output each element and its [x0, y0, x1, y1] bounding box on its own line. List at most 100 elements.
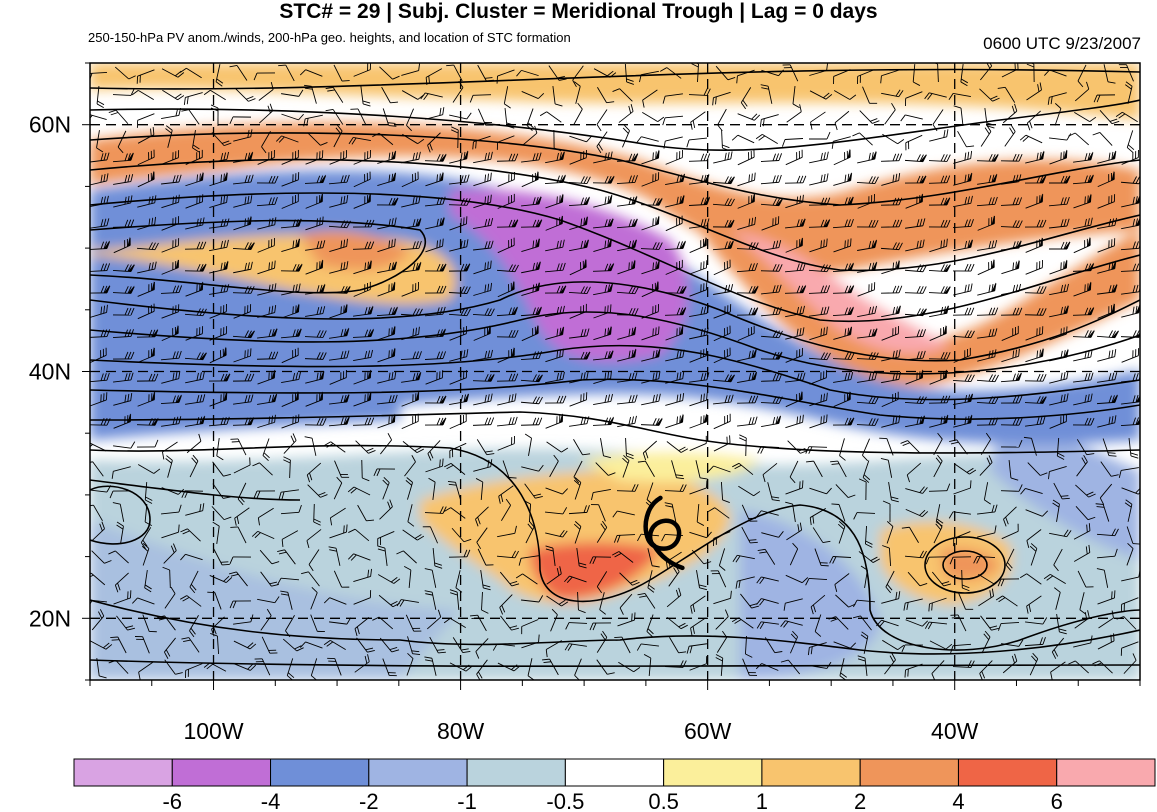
wind-barb — [473, 151, 493, 164]
wind-barb — [619, 572, 640, 586]
wind-barb — [1126, 542, 1134, 566]
wind-barb — [907, 571, 928, 587]
wind-barb — [550, 608, 558, 632]
wind-barb — [596, 109, 608, 132]
wind-barb — [1001, 174, 1022, 185]
wind-barb — [833, 325, 853, 340]
wind-barb — [1097, 194, 1116, 209]
wind-barb — [161, 194, 180, 209]
wind-barb — [382, 108, 397, 127]
wind-barb — [232, 329, 255, 339]
lat-tick-label: 40N — [29, 359, 71, 385]
wind-barb — [553, 129, 562, 152]
wind-barb — [216, 438, 224, 461]
wind-barb — [1024, 373, 1047, 382]
wind-barb — [862, 86, 878, 104]
wind-barb — [737, 216, 757, 230]
wind-barb — [641, 280, 659, 298]
wind-barb — [451, 527, 472, 543]
wind-barb — [162, 89, 185, 101]
wind-barb — [831, 136, 851, 149]
wind-barb — [233, 304, 252, 319]
wind-barb — [853, 599, 876, 608]
wind-barb — [402, 133, 425, 145]
wind-barb — [180, 553, 203, 561]
wind-barb — [443, 507, 466, 519]
wind-barb — [353, 349, 374, 362]
longitude-axis: 100W 80W 60W 40W — [183, 718, 978, 744]
wind-barb — [164, 659, 183, 675]
wind-barb — [475, 478, 484, 501]
wind-barb — [113, 590, 132, 605]
wind-barb — [137, 464, 161, 474]
wind-barb — [1073, 393, 1093, 406]
wind-barb — [881, 371, 901, 384]
wind-barb — [641, 326, 660, 341]
wind-barb — [449, 174, 470, 185]
wind-barb — [257, 149, 275, 165]
wind-barb — [789, 542, 799, 566]
wind-barb — [928, 285, 951, 294]
wind-barb — [808, 131, 831, 140]
wind-barb — [545, 545, 556, 566]
wind-barb — [212, 521, 220, 544]
wind-barb — [161, 371, 181, 384]
wind-barb — [256, 175, 279, 184]
wind-barb — [432, 547, 443, 569]
wind-barb — [785, 237, 803, 253]
wind-barb — [976, 374, 999, 383]
wind-barb — [424, 153, 447, 162]
wind-barb — [521, 152, 542, 163]
wind-barb — [215, 64, 224, 87]
wind-barb — [1102, 438, 1117, 457]
wind-barb — [113, 195, 133, 208]
wind-barb — [280, 590, 293, 610]
wind-barb — [614, 636, 631, 654]
wind-barb — [377, 150, 397, 164]
wind-barb — [1074, 111, 1097, 123]
wind-barb — [998, 622, 1020, 631]
wind-barb — [472, 135, 491, 150]
wind-barb — [449, 589, 460, 611]
wind-barb — [905, 486, 928, 494]
wind-barb — [696, 503, 705, 526]
wind-barb — [715, 65, 736, 81]
wind-barb — [904, 550, 927, 559]
wind-barb — [1053, 587, 1061, 610]
wind-barb — [329, 524, 348, 539]
wind-barb — [473, 260, 492, 275]
wind-barb — [879, 437, 894, 456]
wind-barb — [90, 218, 110, 229]
wind-barb — [862, 438, 870, 462]
wind-barb — [163, 637, 176, 659]
wind-barb — [857, 261, 878, 273]
wind-barb — [232, 285, 255, 294]
wind-barb — [1000, 439, 1023, 448]
wind-barb — [472, 373, 495, 382]
wind-barb — [348, 528, 370, 542]
wind-barb — [233, 261, 253, 274]
wind-barb — [403, 565, 412, 589]
wind-barb — [731, 134, 755, 144]
wind-barb — [161, 107, 182, 119]
wind-barb — [764, 637, 783, 654]
wind-barb — [449, 442, 467, 459]
wind-barb — [612, 510, 635, 518]
wind-barb — [1073, 236, 1091, 254]
wind-barb — [1024, 395, 1047, 404]
wind-barb — [112, 307, 135, 316]
wind-barb — [596, 659, 615, 675]
wind-barb — [809, 392, 828, 407]
wind-barb — [613, 534, 636, 543]
wind-barb — [209, 326, 228, 341]
wind-barb — [904, 153, 927, 163]
wind-barb — [814, 548, 829, 567]
wind-barb — [348, 137, 371, 145]
wind-barb — [257, 596, 280, 604]
wind-barb — [114, 66, 136, 80]
wind-barb — [401, 171, 419, 188]
wind-barb — [237, 482, 247, 506]
wind-barb — [329, 350, 350, 361]
wind-barb — [90, 392, 108, 407]
colorbar-swatch — [957, 758, 1058, 787]
